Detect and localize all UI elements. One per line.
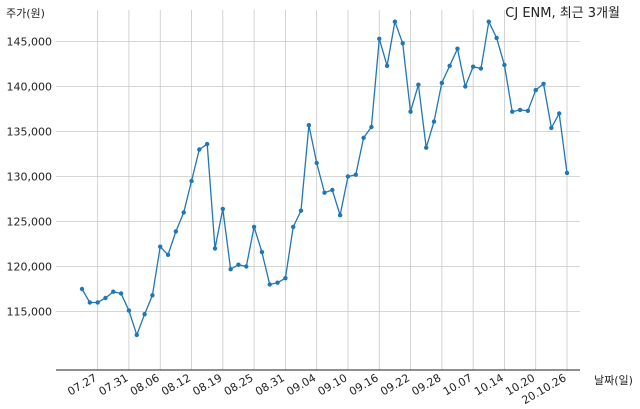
data-point [103, 295, 108, 301]
data-point [259, 249, 265, 255]
y-tick-label: 145,000 [7, 36, 53, 49]
y-tick-label: 130,000 [7, 171, 53, 184]
data-point [291, 224, 296, 230]
data-point [111, 289, 116, 294]
chart-title: CJ ENM, 최근 3개월 [505, 6, 620, 21]
data-point [275, 280, 280, 285]
data-point [392, 19, 398, 24]
data-point [283, 276, 288, 281]
data-point [236, 262, 241, 267]
x-tick-labels: 07.2707.3108.0608.1208.1908.2508.3109.04… [65, 371, 568, 407]
data-point [87, 300, 93, 305]
x-tick-label: 07.27 [65, 371, 99, 398]
x-tick-label: 09.22 [378, 371, 412, 398]
data-point [455, 46, 460, 51]
x-tick-label: 09.16 [347, 371, 381, 398]
data-point [79, 286, 85, 292]
gridlines [56, 10, 580, 370]
y-axis-label: 주가(원) [6, 7, 45, 20]
y-tick-labels: 115,000 120,000 125,000 130,000 135,000 140,0… [7, 36, 53, 319]
x-axis-label: 날짜(일) [594, 373, 633, 387]
price-series [79, 19, 570, 338]
data-point [369, 124, 374, 130]
data-point [228, 267, 233, 272]
x-tick-label: 08.19 [191, 371, 225, 398]
x-tick-label: 08.25 [222, 371, 256, 398]
data-point [502, 62, 507, 68]
data-point [165, 252, 171, 257]
data-point [408, 109, 413, 114]
data-point [267, 282, 272, 287]
data-point [345, 174, 351, 179]
data-point [549, 125, 554, 131]
data-point [416, 82, 421, 87]
data-point [244, 264, 249, 269]
data-point [197, 147, 202, 152]
data-point [126, 308, 132, 313]
data-point [564, 170, 570, 176]
data-point [478, 66, 484, 71]
x-tick-label: 09.10 [316, 371, 350, 398]
data-point [306, 123, 312, 128]
data-point [533, 87, 538, 93]
y-tick-label: 115,000 [7, 306, 53, 319]
x-tick-label: 10.07 [441, 371, 475, 398]
data-point [377, 36, 382, 41]
x-tick-label: 08.12 [159, 371, 193, 398]
data-point [212, 246, 218, 251]
x-tick-label: 07.31 [97, 371, 131, 398]
data-point [251, 224, 257, 230]
data-point [384, 63, 390, 68]
data-point [142, 312, 147, 317]
data-point [353, 172, 358, 177]
data-point [314, 160, 319, 166]
data-point [204, 141, 210, 147]
x-tick-label: 09.28 [410, 371, 444, 398]
y-tick-label: 135,000 [7, 126, 53, 139]
data-point [517, 107, 523, 113]
data-point [486, 19, 491, 24]
data-point [447, 63, 452, 68]
data-point [337, 213, 343, 218]
data-point [158, 244, 163, 249]
data-point [431, 119, 437, 124]
y-tick-label: 140,000 [7, 81, 53, 94]
data-point [510, 109, 515, 114]
data-point [439, 80, 445, 86]
y-tick-label: 125,000 [7, 216, 53, 229]
data-point [298, 208, 304, 213]
price-line [81, 19, 568, 337]
y-tick-label: 120,000 [7, 261, 53, 274]
data-point [463, 84, 468, 89]
data-point [173, 229, 179, 234]
data-point [541, 81, 546, 87]
x-tick-label: 10.14 [472, 371, 506, 398]
data-point [525, 108, 531, 114]
data-point [423, 145, 429, 150]
data-point [189, 178, 194, 184]
data-point [494, 35, 499, 41]
data-point [400, 41, 405, 46]
x-tick-label: 09.04 [284, 371, 318, 398]
data-point [220, 206, 226, 212]
data-point [470, 64, 476, 69]
data-point [181, 210, 186, 215]
x-tick-label: 08.31 [253, 371, 287, 398]
data-point [150, 293, 155, 298]
x-tick-label: 08.06 [128, 371, 162, 398]
data-point [118, 291, 124, 296]
data-point [556, 111, 562, 116]
data-point [361, 135, 366, 140]
data-point [330, 187, 335, 193]
data-point [95, 300, 100, 305]
data-point [134, 332, 139, 338]
data-point [322, 190, 327, 195]
